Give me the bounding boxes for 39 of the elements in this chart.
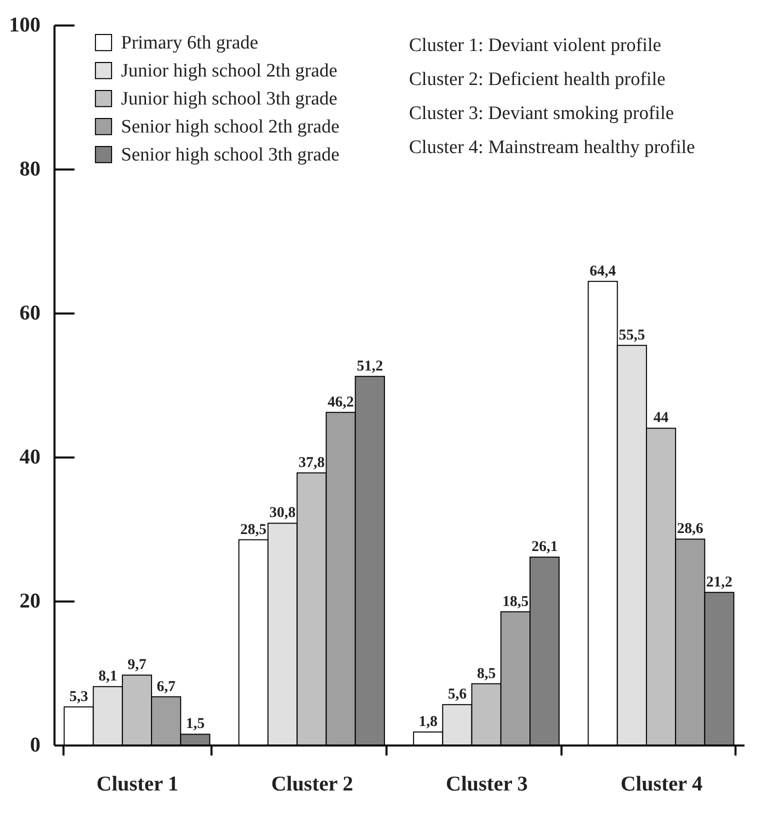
y-tick-label: 0 <box>30 732 40 756</box>
data-label: 5,6 <box>448 686 468 703</box>
data-label: 55,5 <box>618 327 646 344</box>
legend-label: Senior high school 2th grade <box>121 116 340 138</box>
legend-label: Junior high school 2th grade <box>121 60 338 82</box>
data-label: 18,5 <box>502 594 529 610</box>
y-tick-label: 20 <box>20 588 40 612</box>
data-label: 46,2 <box>328 394 354 410</box>
data-label: 8,5 <box>476 666 496 682</box>
data-label: 1,5 <box>186 716 205 732</box>
data-label: 6,7 <box>156 678 176 695</box>
data-label: 44 <box>654 410 670 426</box>
data-label: 8,1 <box>98 668 118 685</box>
y-tick-label: 100 <box>9 12 40 36</box>
y-tick-label: 80 <box>20 156 40 180</box>
data-label: 21,2 <box>706 574 732 590</box>
annotation: Cluster 3: Deviant smoking profile <box>409 103 674 124</box>
data-label: 51,2 <box>356 358 384 374</box>
data-label: 64,4 <box>590 263 616 280</box>
legend-label: Primary 6th grade <box>121 32 258 54</box>
legend-label: Junior high school 3th grade <box>121 88 338 110</box>
x-tick-label: Cluster 3 <box>446 772 528 796</box>
annotation: Cluster 4: Mainstream healthy profile <box>409 137 695 158</box>
x-tick-label: Cluster 1 <box>96 772 178 796</box>
data-label: 5,3 <box>69 688 88 705</box>
x-tick-label: Cluster 4 <box>620 772 703 796</box>
data-label: 26,1 <box>531 539 558 556</box>
data-label: 37,8 <box>298 454 325 471</box>
data-label: 28,6 <box>677 521 704 538</box>
data-label: 1,8 <box>418 714 438 730</box>
annotation: Cluster 2: Deficient health profile <box>409 69 666 90</box>
x-tick-label: Cluster 2 <box>271 772 354 796</box>
annotation: Cluster 1: Deviant violent profile <box>409 35 662 56</box>
data-label: 9,7 <box>128 657 147 674</box>
y-tick-label: 60 <box>20 300 40 324</box>
legend-label: Senior high school 3th grade <box>121 144 340 166</box>
data-label: 28,5 <box>240 522 267 538</box>
data-label: 30,8 <box>269 505 296 522</box>
y-tick-label: 40 <box>20 444 40 468</box>
